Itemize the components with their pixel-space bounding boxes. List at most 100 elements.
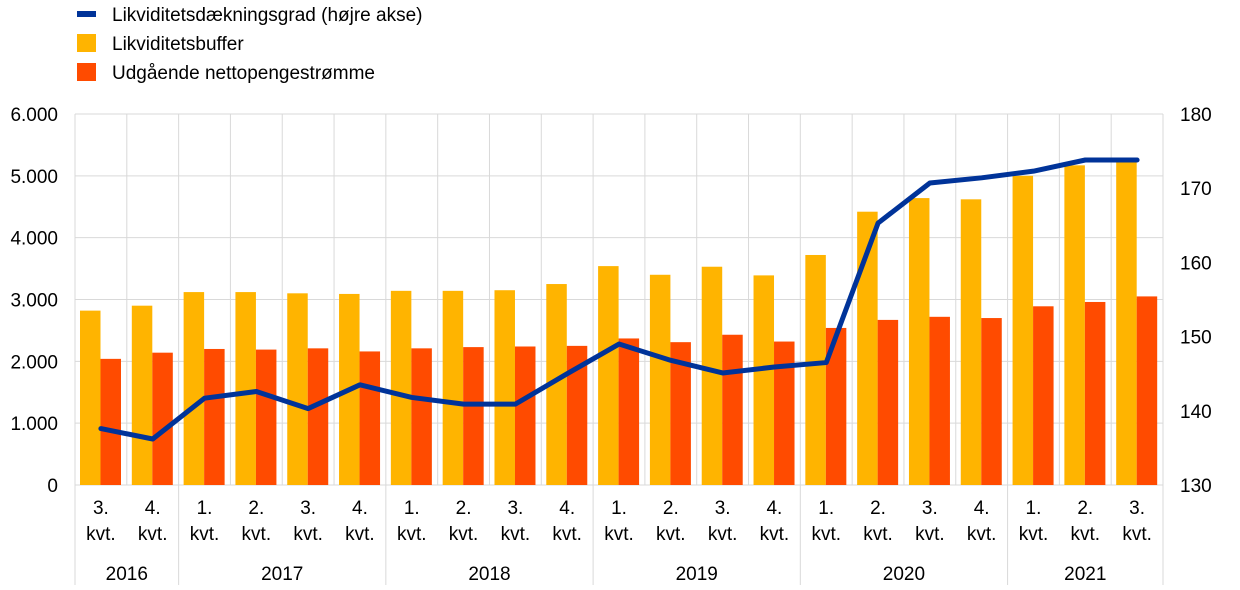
x-tick-label-kvt: kvt. xyxy=(1071,524,1101,545)
y-left-tick-label: 5.000 xyxy=(10,167,58,188)
legend-swatch-line xyxy=(77,11,96,17)
bar-likviditetsbuffer xyxy=(960,199,982,485)
x-tick-label-quarter: 3. xyxy=(300,498,316,519)
x-tick-label-kvt: kvt. xyxy=(1122,524,1152,545)
x-tick-label-kvt: kvt. xyxy=(242,524,272,545)
x-year-label: 2017 xyxy=(261,564,303,585)
x-tick-label-quarter: 3. xyxy=(93,498,109,519)
x-tick-label-quarter: 2. xyxy=(248,498,264,519)
bar-likviditetsbuffer xyxy=(1064,165,1085,486)
y-left-tick-label: 2.000 xyxy=(10,352,58,373)
bar-likviditetsbuffer xyxy=(753,275,775,485)
bar-udgaaende-nettopengestromme xyxy=(877,319,899,485)
bar-udgaaende-nettopengestromme xyxy=(929,316,950,485)
x-tick-label-quarter: 3. xyxy=(922,498,938,519)
legend-swatch-bar xyxy=(77,63,96,81)
bar-udgaaende-nettopengestromme xyxy=(255,349,277,485)
bar-likviditetsbuffer xyxy=(442,290,464,485)
bar-likviditetsbuffer xyxy=(1012,175,1034,486)
x-tick-label-quarter: 2. xyxy=(1077,498,1093,519)
bar-udgaaende-nettopengestromme xyxy=(411,348,432,485)
legend-label: Likviditetsbuffer xyxy=(112,34,244,55)
legend-label: Likviditetsdækningsgrad (højre akse) xyxy=(112,5,422,26)
bar-udgaaende-nettopengestromme xyxy=(463,347,484,485)
x-year-label: 2016 xyxy=(106,564,148,585)
y-right-tick-label: 150 xyxy=(1180,328,1212,349)
x-tick-label-kvt: kvt. xyxy=(1019,524,1049,545)
x-year-label: 2021 xyxy=(1064,564,1106,585)
bar-likviditetsbuffer xyxy=(908,198,930,486)
x-tick-label-quarter: 1. xyxy=(404,498,420,519)
bar-likviditetsbuffer xyxy=(701,266,723,485)
bar-likviditetsbuffer xyxy=(649,274,671,485)
bar-likviditetsbuffer xyxy=(287,293,308,485)
y-right-tick-label: 160 xyxy=(1180,253,1212,274)
bar-udgaaende-nettopengestromme xyxy=(722,334,743,485)
x-tick-label-quarter: 2. xyxy=(456,498,472,519)
x-tick-label-kvt: kvt. xyxy=(345,524,375,545)
x-tick-label-kvt: kvt. xyxy=(811,524,841,545)
x-tick-label-kvt: kvt. xyxy=(863,524,893,545)
x-tick-label-quarter: 4. xyxy=(145,498,161,519)
x-year-label: 2019 xyxy=(676,564,718,585)
x-tick-label-kvt: kvt. xyxy=(656,524,686,545)
y-right-tick-label: 130 xyxy=(1180,476,1212,497)
x-tick-label-kvt: kvt. xyxy=(967,524,997,545)
x-year-label: 2018 xyxy=(468,564,510,585)
y-right-tick-label: 140 xyxy=(1180,402,1212,423)
bar-udgaaende-nettopengestromme xyxy=(981,318,1002,485)
legend: Likviditetsdækningsgrad (højre akse) Likv… xyxy=(77,5,422,84)
bar-udgaaende-nettopengestromme xyxy=(774,341,795,485)
x-tick-label-kvt: kvt. xyxy=(915,524,945,545)
bar-series xyxy=(80,162,1158,486)
bar-udgaaende-nettopengestromme xyxy=(618,338,640,485)
x-tick-label-quarter: 2. xyxy=(870,498,886,519)
bar-likviditetsbuffer xyxy=(80,310,101,485)
x-tick-label-kvt: kvt. xyxy=(501,524,531,545)
x-year-label: 2020 xyxy=(883,564,925,585)
bar-udgaaende-nettopengestromme xyxy=(825,327,847,485)
x-tick-label-kvt: kvt. xyxy=(138,524,168,545)
x-tick-label-quarter: 4. xyxy=(559,498,575,519)
bar-udgaaende-nettopengestromme xyxy=(204,348,225,485)
chart-axes: 0 1.000 2.000 3.000 4.000 5.000 6.000 130 140 150… xyxy=(10,105,1212,585)
y-left-tick-label: 3.000 xyxy=(10,291,58,312)
legend-label: Udgående nettopengestrømme xyxy=(112,63,375,84)
x-tick-label-quarter: 1. xyxy=(1026,498,1042,519)
y-right-tick-label: 180 xyxy=(1180,105,1212,126)
x-tick-label-quarter: 2. xyxy=(663,498,679,519)
bar-udgaaende-nettopengestromme xyxy=(514,346,536,485)
bar-udgaaende-nettopengestromme xyxy=(566,345,588,485)
chart-grid xyxy=(74,113,1164,486)
bar-likviditetsbuffer xyxy=(857,211,878,486)
x-tick-label-quarter: 3. xyxy=(1129,498,1145,519)
bar-udgaaende-nettopengestromme xyxy=(100,358,121,485)
bar-likviditetsbuffer xyxy=(131,305,153,485)
x-tick-label-kvt: kvt. xyxy=(190,524,220,545)
x-tick-label-kvt: kvt. xyxy=(552,524,582,545)
line-series xyxy=(98,157,1140,442)
y-left-tick-label: 1.000 xyxy=(10,414,58,435)
x-tick-label-quarter: 1. xyxy=(818,498,834,519)
x-tick-label-kvt: kvt. xyxy=(449,524,479,545)
y-left-tick-label: 4.000 xyxy=(10,229,58,250)
bar-likviditetsbuffer xyxy=(494,290,515,485)
x-tick-label-quarter: 1. xyxy=(197,498,213,519)
legend-swatch-bar xyxy=(77,34,96,52)
bar-likviditetsbuffer xyxy=(805,254,826,485)
x-tick-label-quarter: 4. xyxy=(352,498,368,519)
bar-likviditetsbuffer xyxy=(235,292,256,485)
bar-udgaaende-nettopengestromme xyxy=(1033,306,1054,485)
x-tick-label-kvt: kvt. xyxy=(708,524,738,545)
bar-likviditetsbuffer xyxy=(390,290,412,485)
bar-udgaaende-nettopengestromme xyxy=(359,351,381,485)
x-tick-label-quarter: 1. xyxy=(611,498,627,519)
bar-likviditetsbuffer xyxy=(183,292,205,485)
x-tick-label-quarter: 3. xyxy=(715,498,731,519)
bar-likviditetsbuffer xyxy=(598,266,619,485)
x-tick-label-kvt: kvt. xyxy=(397,524,427,545)
x-tick-label-quarter: 3. xyxy=(507,498,523,519)
bar-udgaaende-nettopengestromme xyxy=(670,342,691,485)
bar-likviditetsbuffer xyxy=(546,284,567,485)
